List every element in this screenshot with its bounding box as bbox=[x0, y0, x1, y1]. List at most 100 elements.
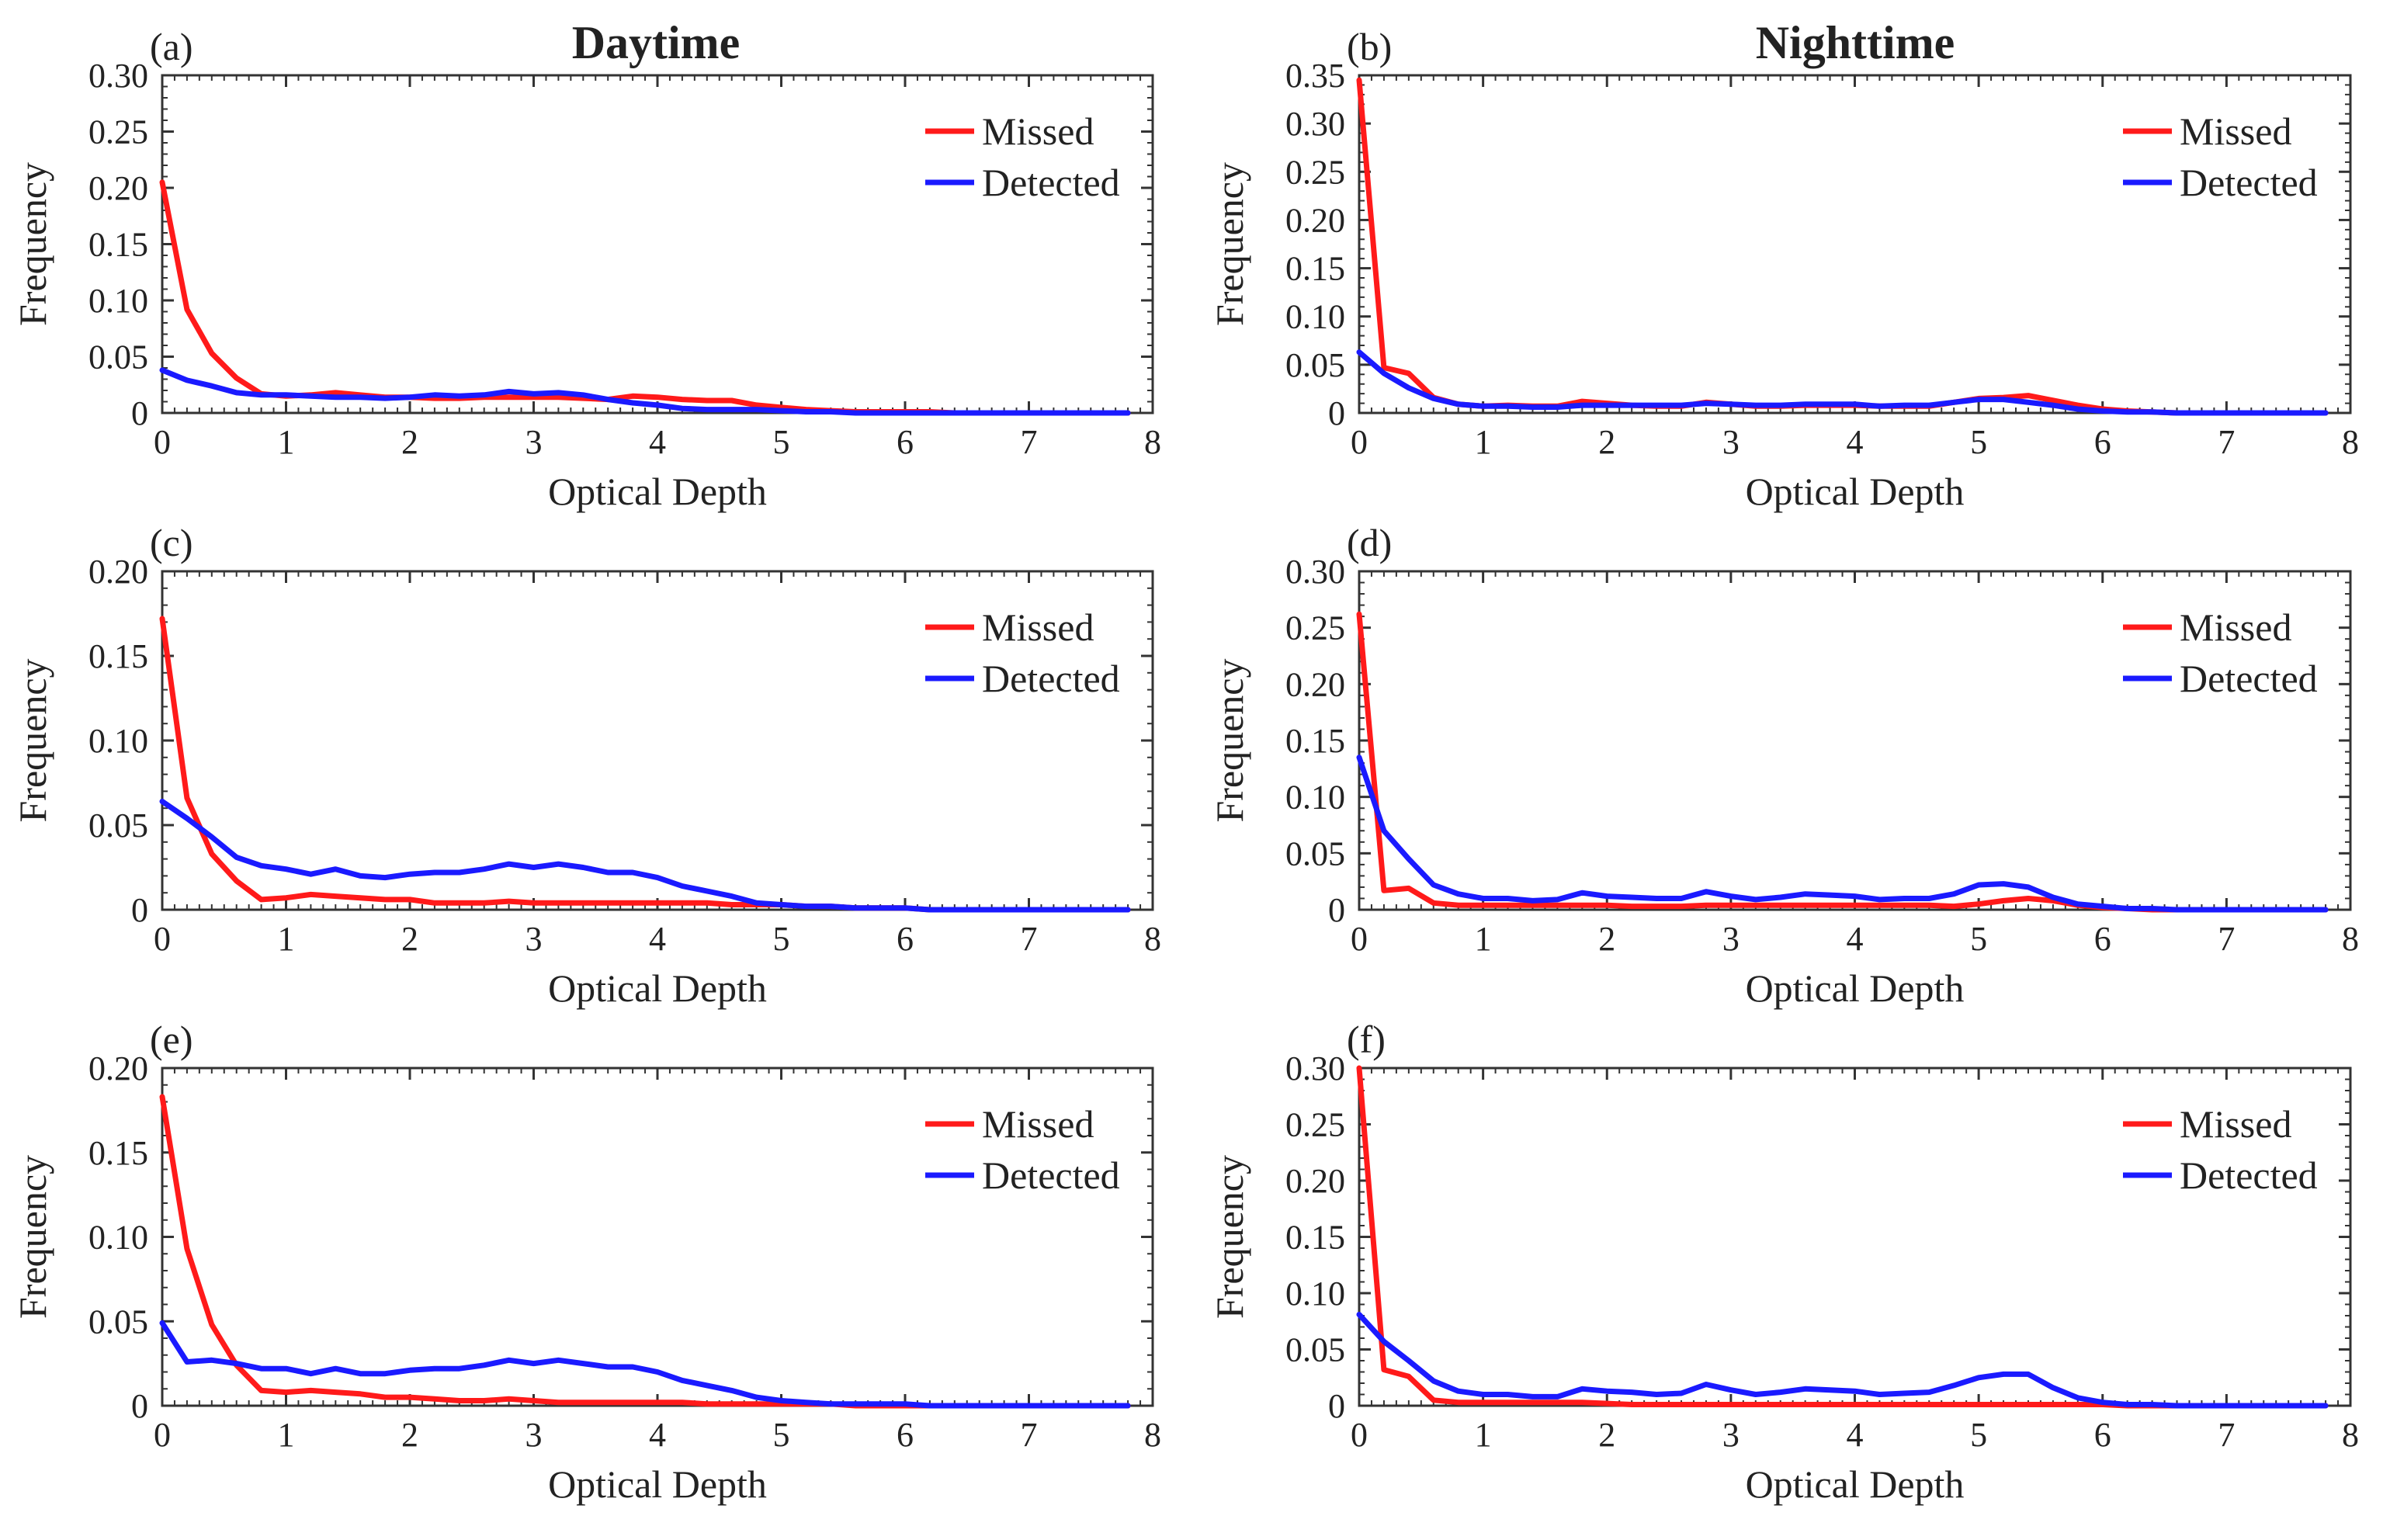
legend-label-detected: Detected bbox=[982, 1153, 1120, 1197]
x-tick-label: 5 bbox=[773, 423, 790, 461]
panel-f: 0 1 2 3 4 5 6 7 8 0 0.05 0.10 0.15 0.20 0.25 0.30 Optica… bbox=[1208, 1018, 2359, 1506]
column-title-daytime: Daytime bbox=[572, 17, 741, 68]
y-tick-label: 0.10 bbox=[88, 1219, 148, 1257]
panel-b: 0 1 2 3 4 5 6 7 8 0 0.05 0.10 0.15 0.20 0.25 0.30 0.35 Op… bbox=[1208, 25, 2359, 513]
x-tick-label: 6 bbox=[2094, 1416, 2111, 1454]
panel-label: (b) bbox=[1347, 25, 1392, 68]
x-tick-label: 0 bbox=[1351, 920, 1368, 958]
panel-e: 0 1 2 3 4 5 6 7 8 0 0.05 0.10 0.15 0.20 Optical Depth F… bbox=[11, 1018, 1161, 1506]
y-tick-label: 0.15 bbox=[88, 637, 148, 675]
y-tick-label: 0.20 bbox=[88, 1049, 148, 1087]
x-tick-label: 4 bbox=[649, 920, 666, 958]
x-tick-label: 2 bbox=[401, 920, 418, 958]
panel-c: 0 1 2 3 4 5 6 7 8 0 0.05 0.10 0.15 0.20 Optical Depth F… bbox=[11, 521, 1161, 1010]
series-line-detected bbox=[1356, 754, 2329, 913]
x-tick-label: 6 bbox=[2094, 920, 2111, 958]
x-tick-label: 5 bbox=[1970, 1416, 1987, 1454]
series-line-detected bbox=[159, 367, 1131, 416]
y-tick-label: 0.15 bbox=[1285, 1219, 1345, 1257]
y-tick-label: 0.25 bbox=[1285, 609, 1345, 647]
y-tick-label: 0 bbox=[131, 891, 148, 929]
y-tick-label: 0.20 bbox=[88, 553, 148, 591]
y-tick-label: 0.25 bbox=[1285, 1106, 1345, 1144]
x-tick-label: 2 bbox=[1598, 1416, 1615, 1454]
y-tick-label: 0.25 bbox=[88, 113, 148, 151]
y-tick-label: 0.20 bbox=[1285, 665, 1345, 703]
series-line-detected bbox=[1356, 1312, 2329, 1409]
x-axis-label: Optical Depth bbox=[548, 966, 767, 1010]
legend-label-detected: Detected bbox=[2180, 161, 2318, 204]
panel-label: (a) bbox=[150, 25, 193, 68]
x-tick-label: 5 bbox=[773, 1416, 790, 1454]
x-axis-label: Optical Depth bbox=[548, 470, 767, 513]
y-tick-label: 0.35 bbox=[1285, 57, 1345, 95]
y-tick-label: 0.05 bbox=[88, 806, 148, 845]
y-axis-label: Frequency bbox=[1208, 162, 1251, 326]
x-axis-label: Optical Depth bbox=[1746, 1462, 1965, 1506]
x-tick-label: 6 bbox=[2094, 423, 2111, 461]
x-tick-label: 3 bbox=[1722, 423, 1740, 461]
x-tick-label: 4 bbox=[1847, 1416, 1864, 1454]
x-tick-label: 8 bbox=[2342, 423, 2359, 461]
y-tick-label: 0.30 bbox=[1285, 553, 1345, 591]
x-tick-label: 7 bbox=[2218, 423, 2235, 461]
x-tick-label: 8 bbox=[2342, 920, 2359, 958]
panel-label: (c) bbox=[150, 521, 193, 564]
y-tick-label: 0.05 bbox=[1285, 1331, 1345, 1369]
x-tick-label: 7 bbox=[2218, 920, 2235, 958]
series-line-missed bbox=[159, 179, 1131, 416]
y-tick-label: 0 bbox=[1328, 394, 1345, 432]
x-tick-label: 1 bbox=[278, 920, 295, 958]
legend-label-detected: Detected bbox=[2180, 1153, 2318, 1197]
y-tick-label: 0.25 bbox=[1285, 153, 1345, 191]
panel-d: 0 1 2 3 4 5 6 7 8 0 0.05 0.10 0.15 0.20 0.25 0.30 Optica… bbox=[1208, 521, 2359, 1010]
x-tick-label: 5 bbox=[1970, 920, 1987, 958]
series-line-detected bbox=[159, 1320, 1131, 1409]
x-tick-label: 8 bbox=[2342, 1416, 2359, 1454]
y-tick-label: 0.05 bbox=[1285, 346, 1345, 384]
x-tick-label: 1 bbox=[1475, 423, 1492, 461]
x-tick-label: 3 bbox=[1722, 920, 1740, 958]
y-axis-label: Frequency bbox=[11, 162, 54, 326]
x-tick-label: 6 bbox=[897, 1416, 914, 1454]
y-tick-label: 0.15 bbox=[1285, 250, 1345, 288]
panel-label: (d) bbox=[1347, 521, 1392, 564]
x-tick-label: 5 bbox=[1970, 423, 1987, 461]
x-tick-label: 0 bbox=[154, 920, 171, 958]
legend-label-detected: Detected bbox=[982, 657, 1120, 700]
panel-label: (e) bbox=[150, 1018, 193, 1061]
x-tick-label: 4 bbox=[1847, 920, 1864, 958]
y-tick-label: 0 bbox=[1328, 891, 1345, 929]
x-tick-label: 8 bbox=[1144, 920, 1161, 958]
x-tick-label: 5 bbox=[773, 920, 790, 958]
x-tick-label: 4 bbox=[649, 423, 666, 461]
x-tick-label: 7 bbox=[1021, 423, 1038, 461]
x-tick-label: 1 bbox=[278, 1416, 295, 1454]
y-tick-label: 0.15 bbox=[1285, 722, 1345, 760]
y-tick-label: 0.05 bbox=[1285, 834, 1345, 872]
panel-label: (f) bbox=[1347, 1018, 1386, 1061]
x-tick-label: 6 bbox=[897, 423, 914, 461]
x-tick-label: 4 bbox=[1847, 423, 1864, 461]
legend-label-missed: Missed bbox=[2180, 1102, 2291, 1146]
y-tick-label: 0.15 bbox=[88, 226, 148, 264]
y-tick-label: 0.10 bbox=[1285, 779, 1345, 817]
x-tick-label: 3 bbox=[526, 423, 543, 461]
x-tick-label: 0 bbox=[1351, 1416, 1368, 1454]
x-tick-label: 2 bbox=[401, 423, 418, 461]
legend-label-missed: Missed bbox=[2180, 605, 2291, 649]
legend-label-missed: Missed bbox=[982, 605, 1094, 649]
column-title-nighttime: Nighttime bbox=[1756, 17, 1955, 68]
y-tick-label: 0.05 bbox=[88, 1302, 148, 1341]
x-tick-label: 3 bbox=[526, 920, 543, 958]
x-tick-label: 2 bbox=[401, 1416, 418, 1454]
x-tick-label: 4 bbox=[649, 1416, 666, 1454]
x-tick-label: 1 bbox=[278, 423, 295, 461]
panel-grid: 0 1 2 3 4 5 6 7 8 0 0.05 0.10 0.15 0.20 0.25 0.30 Optica… bbox=[11, 25, 2359, 1506]
x-tick-label: 1 bbox=[1475, 920, 1492, 958]
y-tick-label: 0.10 bbox=[88, 722, 148, 760]
y-axis-label: Frequency bbox=[11, 1155, 54, 1319]
x-tick-label: 7 bbox=[2218, 1416, 2235, 1454]
y-axis-label: Frequency bbox=[1208, 658, 1251, 822]
